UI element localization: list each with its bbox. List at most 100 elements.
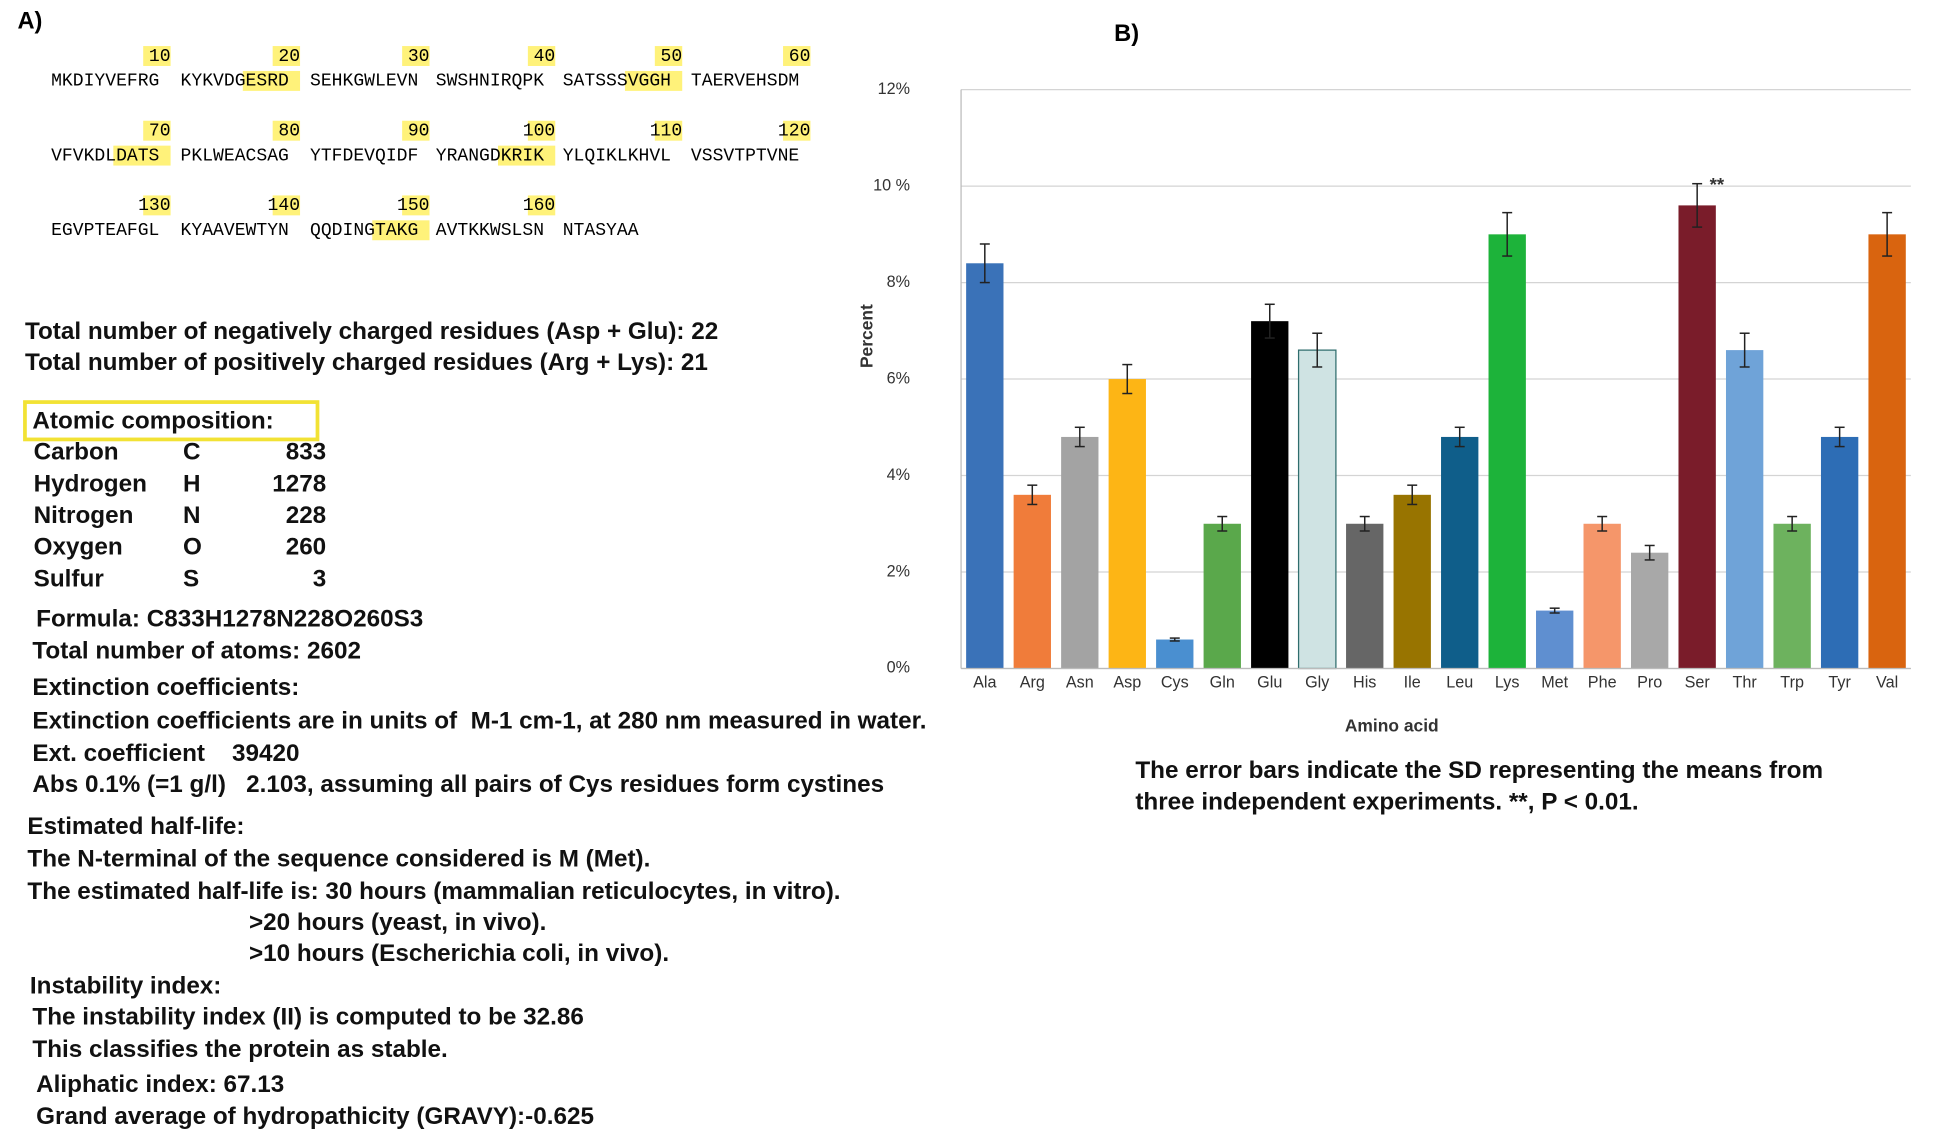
atomic-cell: 228 — [286, 502, 327, 529]
highlight-box — [23, 400, 320, 442]
x-tick-label: Val — [1876, 674, 1898, 692]
x-tick-label: Lys — [1495, 674, 1520, 692]
sequence-group: SEHKGWLEVN — [310, 72, 418, 92]
number-highlight — [654, 120, 683, 141]
number-highlight — [527, 195, 556, 216]
residue-number: 10 — [149, 47, 171, 67]
x-tick-label: His — [1353, 674, 1376, 692]
residue-number: 150 — [397, 196, 430, 216]
y-tick-label: 0% — [887, 659, 910, 677]
bar — [1346, 523, 1384, 669]
residue-number: 70 — [149, 121, 171, 141]
x-tick-label: Thr — [1733, 674, 1758, 692]
atomic-title: Atomic composition: — [32, 407, 273, 434]
x-tick-label: Pro — [1637, 674, 1662, 692]
y-tick-label: 8% — [887, 273, 910, 291]
residue-number: 120 — [778, 121, 811, 141]
residue-number: 80 — [278, 121, 300, 141]
atomic-cell: N — [183, 502, 201, 529]
bar — [1441, 436, 1479, 669]
atomic-cell: 1278 — [272, 470, 326, 497]
error-bar — [1359, 515, 1370, 532]
number-highlight — [402, 46, 430, 66]
bar — [1013, 494, 1051, 669]
number-highlight — [527, 120, 556, 141]
y-tick-label: 10 % — [873, 176, 910, 194]
x-tick-label: Tyr — [1828, 674, 1851, 692]
residue-number: 140 — [268, 196, 301, 216]
bar — [1678, 205, 1716, 669]
x-tick-label: Ser — [1685, 674, 1711, 692]
x-tick-label: Met — [1541, 674, 1568, 692]
property-line: Instability index: — [30, 973, 221, 1000]
bar — [1488, 234, 1526, 669]
number-highlight — [783, 46, 811, 66]
bar — [1108, 379, 1146, 669]
atomic-cell: Hydrogen — [34, 470, 147, 497]
bar — [1773, 523, 1811, 669]
panel-a-label: A) — [17, 9, 42, 35]
y-tick-label: 2% — [887, 562, 910, 580]
y-tick-label: 12% — [878, 80, 910, 98]
sequence-group: QQDINGTAKG — [310, 221, 418, 241]
property-line: Total number of atoms: 2602 — [32, 638, 361, 665]
y-tick-label: 4% — [887, 466, 910, 484]
x-tick-label: Cys — [1161, 674, 1189, 692]
property-line: The estimated half-life is: 30 hours (ma… — [27, 878, 840, 905]
number-highlight — [272, 195, 301, 216]
bar — [1156, 639, 1194, 669]
error-bar — [1882, 211, 1893, 257]
sequence-group: TAERVEHSDM — [691, 72, 799, 92]
atomic-cell: 833 — [286, 439, 327, 466]
sequence-group: AVTKKWSLSN — [436, 221, 544, 241]
sequence-group: NTASYAA — [563, 221, 639, 241]
bar — [1393, 494, 1431, 669]
atomic-cell: O — [183, 534, 202, 561]
error-bar — [1407, 484, 1418, 506]
error-bar — [1454, 426, 1465, 448]
charge-line: Total number of negatively charged resid… — [25, 318, 718, 345]
bar — [1868, 234, 1906, 669]
sequence-group: EGVPTEAFGL — [51, 221, 159, 241]
sequence-group: YRANGDKRIK — [436, 146, 544, 166]
residue-number: 60 — [789, 47, 811, 67]
bar — [1630, 552, 1669, 669]
y-tick-label: 6% — [887, 369, 910, 387]
panel-b-label: B) — [1114, 21, 1139, 47]
error-bar — [1549, 607, 1560, 614]
error-bar — [1692, 182, 1703, 228]
sequence-group: YLQIKLKHVL — [563, 146, 671, 166]
error-bar — [1312, 332, 1323, 368]
property-line: Grand average of hydropathicity (GRAVY):… — [36, 1103, 594, 1130]
annotation: ** — [1710, 174, 1725, 195]
property-line: Abs 0.1% (=1 g/l) 2.103, assuming all pa… — [32, 771, 884, 798]
atomic-cell: Nitrogen — [34, 502, 134, 529]
charge-line: Total number of positively charged resid… — [25, 349, 708, 376]
x-tick-label: Leu — [1446, 674, 1473, 692]
property-line: Estimated half-life: — [27, 813, 244, 840]
x-tick-label: Glu — [1257, 674, 1282, 692]
property-line: This classifies the protein as stable. — [32, 1036, 447, 1063]
bar — [1725, 350, 1764, 669]
sequence-group: VFVKDLDATS — [51, 146, 159, 166]
error-bar — [1644, 544, 1655, 561]
x-tick-label: Phe — [1588, 674, 1617, 692]
x-tick-label: Ile — [1404, 674, 1421, 692]
bar — [1061, 436, 1099, 669]
sequence-group: MKDIYVEFRG — [51, 72, 159, 92]
error-bar — [1597, 515, 1608, 532]
bar — [1297, 349, 1337, 670]
sequence-group: SATSSSVGGH — [563, 72, 671, 92]
residue-number: 20 — [278, 47, 300, 67]
property-line: >20 hours (yeast, in vivo). — [249, 909, 546, 936]
sequence-group: SWSHNIRQPK — [436, 72, 544, 92]
caption-line: three independent experiments. **, P < 0… — [1135, 788, 1638, 815]
x-tick-label: Asp — [1113, 674, 1141, 692]
property-line: Aliphatic index: 67.13 — [36, 1071, 284, 1098]
atomic-cell: 260 — [286, 534, 327, 561]
error-bar — [1264, 303, 1275, 339]
number-highlight — [783, 120, 811, 141]
sequence-group: KYAAVEWTYN — [181, 221, 289, 241]
caption-line: The error bars indicate the SD represent… — [1135, 757, 1823, 784]
